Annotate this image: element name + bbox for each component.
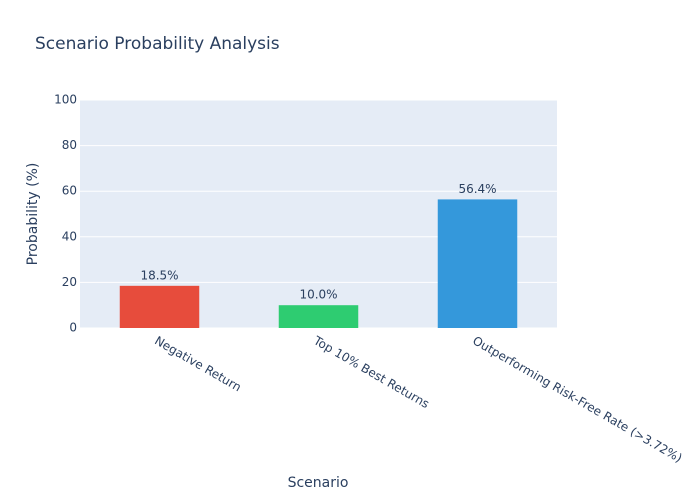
y-tick-label: 80: [62, 138, 77, 152]
bar: [278, 305, 359, 328]
x-axis-title: Scenario: [288, 475, 349, 491]
y-tick-label: 20: [62, 275, 77, 289]
value-label: 18.5%: [140, 268, 178, 282]
value-label: 10.0%: [299, 288, 337, 302]
bar: [119, 285, 200, 328]
chart-title: Scenario Probability Analysis: [35, 34, 280, 54]
y-tick-label: 40: [62, 229, 77, 243]
y-tick-label: 60: [62, 184, 77, 198]
y-axis-title: Probability (%): [25, 163, 41, 266]
y-tick-label: 0: [69, 321, 77, 335]
value-label: 56.4%: [458, 182, 496, 196]
y-tick-label: 100: [54, 93, 77, 107]
bar: [437, 199, 518, 328]
